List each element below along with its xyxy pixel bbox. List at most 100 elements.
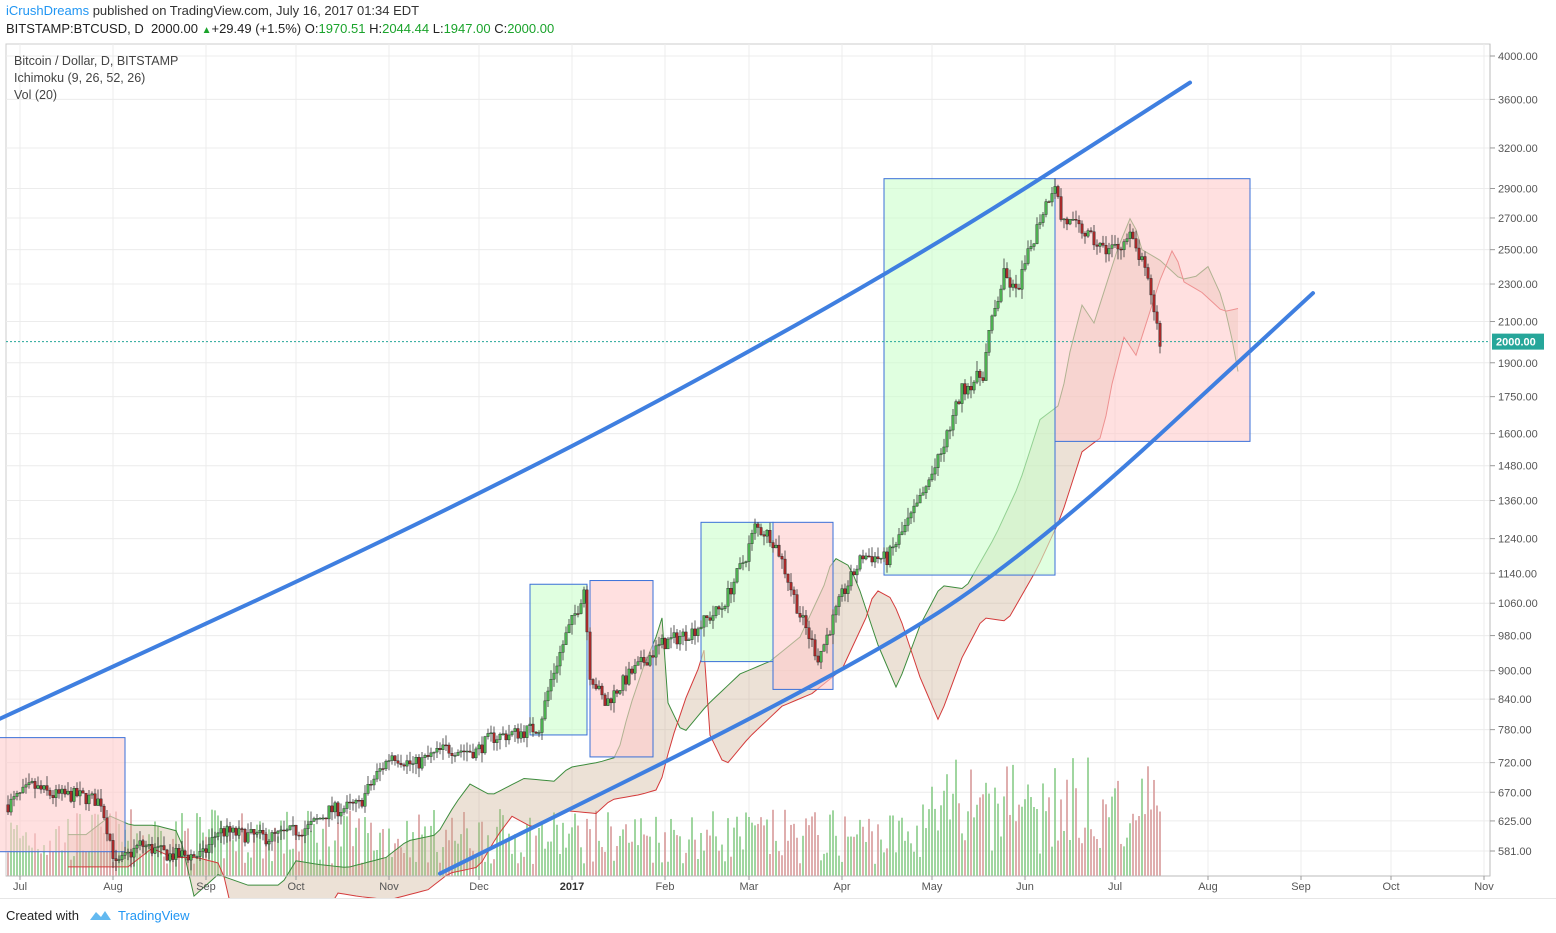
upper-trendline[interactable] [0,80,1192,721]
candle-body [876,556,880,559]
volume-bar [1159,811,1161,876]
price-chart[interactable]: 2000.00 4000.00 3600.00 3200.00 2900.00 2700… [0,0,1556,898]
candle-body [939,453,943,455]
volume-bar [1129,823,1131,876]
candle-body [819,651,823,663]
candle-body [609,698,613,704]
candle-body [816,655,820,663]
highlight-boxes[interactable] [0,178,1251,853]
candle-body [1113,244,1117,246]
candle-body [1041,214,1045,223]
volume-bar [793,823,795,876]
candle-body [1014,283,1018,289]
volume-bar [1114,788,1116,876]
volume-bar [166,863,168,876]
red-highlight-box[interactable] [0,737,126,853]
candle-body [105,817,109,835]
volume-bar [610,826,612,876]
tradingview-cloud-icon [90,911,111,920]
candle-body [1146,267,1150,279]
created-with-label: Created with [6,908,79,923]
candle-body [492,732,496,743]
candle-body [198,851,202,857]
candle-body [633,665,637,674]
candle-body [312,818,316,822]
volume-bar [370,822,372,876]
volume-bar [82,850,84,876]
candle-body [297,834,301,837]
candle-body [366,784,370,794]
green-highlight-box[interactable] [883,178,1056,576]
candle-body [825,634,829,645]
volume-bar [520,852,522,876]
volume-bar [232,840,234,876]
red-highlight-box[interactable] [1054,178,1251,442]
volume-bar [796,837,798,876]
red-highlight-box[interactable] [772,521,834,690]
candle-body [945,430,949,448]
legend-title[interactable]: Bitcoin / Dollar, D, BITSTAMP [14,54,179,68]
time-axis[interactable]: Jul Aug Sep Oct Nov Dec 2017 Feb Mar Apr May Jun Jul… [6,875,1494,893]
green-highlight-box[interactable] [529,583,588,736]
volume-bar [922,804,924,876]
volume-bar [394,843,396,876]
lower-trendline[interactable] [438,291,1315,876]
publish-text: published on TradingView.com, July 16, 2… [92,3,420,18]
candle-body [6,804,10,813]
volume-bar [88,850,90,876]
volume-bar [898,820,900,876]
volume-bar [43,845,45,876]
volume-bar [262,858,264,876]
candle-body [228,826,232,833]
price-axis[interactable]: 4000.00 3600.00 3200.00 2900.00 2700.00 2500.… [1489,44,1538,876]
volume-bar [1108,817,1110,876]
volume-bar [61,850,63,876]
y-tick-label: 1360.00 [1498,496,1538,508]
candle-body [1017,287,1021,290]
volume-bar [637,845,639,876]
x-tick-label: Mar [740,881,759,893]
red-highlight-box[interactable] [589,580,654,758]
volume-bar [772,809,774,876]
volume-bar [325,818,327,876]
trendlines[interactable] [0,80,1315,876]
candle-body [171,853,175,860]
candle-body [1152,294,1156,313]
volume-bar [334,840,336,876]
volume-bar [757,823,759,876]
candle-body [1050,193,1054,203]
volume-bar [667,861,669,876]
candle-body [663,638,667,650]
volume-bar [706,829,708,876]
candle-body [159,845,163,847]
volume-bar [1048,797,1050,876]
candle-body [333,802,337,813]
volume-bar [802,835,804,876]
candle-body [651,655,655,658]
tradingview-link[interactable]: TradingView [118,908,190,923]
legend-ichimoku[interactable]: Ichimoku (9, 26, 52, 26) [14,71,146,85]
candle-body [243,829,247,843]
candle-body [186,854,190,861]
candle-body [150,844,154,854]
volume-bar [841,861,843,876]
candle-body [489,732,493,735]
candle-body [174,848,178,860]
volume-bar [811,816,813,876]
author-link[interactable]: iCrushDreams [6,3,90,18]
symbol-label[interactable]: BITSTAMP:BTCUSD, D [6,21,144,36]
green-highlight-box[interactable] [700,521,774,663]
candle-body [732,581,736,595]
x-tick-label: Jun [1016,881,1034,893]
volume-bar [1138,816,1140,876]
candle-body [921,492,925,496]
legend-volume[interactable]: Vol (20) [14,88,58,102]
volume-bar [397,838,399,876]
plot-area[interactable] [5,43,1491,877]
candle-body [51,795,55,798]
volume-bar [931,786,933,876]
candle-body [249,829,253,833]
low-value: 1947.00 [443,21,491,36]
volume-bar [475,856,477,876]
volume-bar [484,861,486,876]
